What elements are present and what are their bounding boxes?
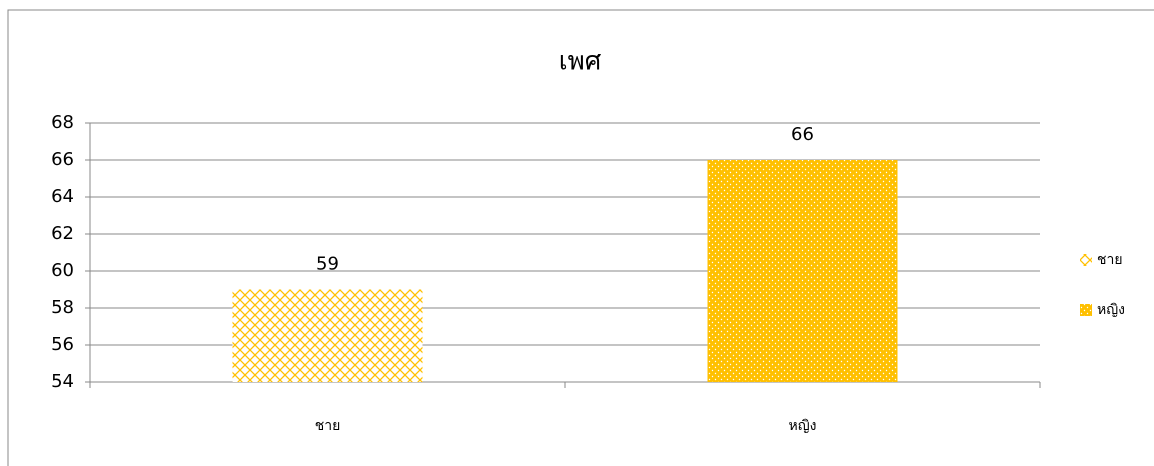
data-label: 59	[316, 254, 339, 275]
legend-label: หญิง	[1097, 302, 1125, 318]
y-tick-label: 54	[51, 371, 74, 392]
bar	[232, 289, 423, 382]
x-tick-label: หญิง	[789, 418, 817, 434]
legend-swatch	[1080, 254, 1092, 266]
y-tick-label: 60	[51, 260, 74, 281]
y-tick-label: 56	[51, 334, 74, 355]
legend-swatch	[1080, 304, 1092, 316]
legend-label: ชาย	[1097, 252, 1123, 268]
y-tick-label: 58	[51, 297, 74, 318]
y-tick-label: 64	[51, 186, 74, 207]
data-label: 66	[791, 124, 814, 145]
y-tick-label: 66	[51, 149, 74, 170]
y-tick-label: 62	[51, 223, 74, 244]
x-tick-label: ชาย	[315, 418, 341, 434]
y-tick-label: 68	[51, 112, 74, 133]
chart-border	[7, 9, 1154, 466]
chart-title: เพศ	[559, 47, 602, 77]
bar	[707, 160, 898, 382]
